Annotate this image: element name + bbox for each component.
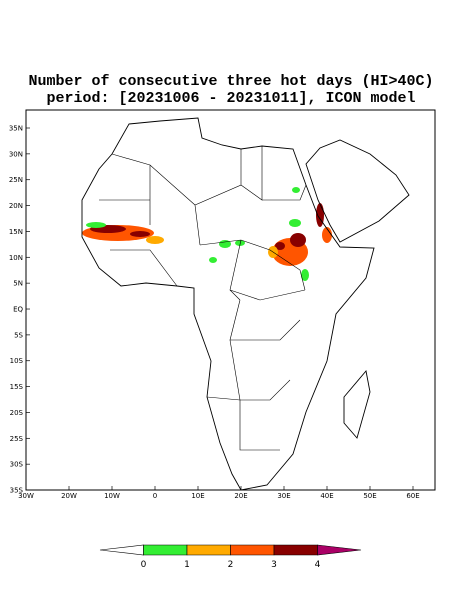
lat-label: 25N [9,176,23,184]
lon-label: 30W [18,492,34,500]
map [81,117,410,491]
lat-label: 5N [13,280,23,288]
colorbar-segment [143,544,188,556]
colorbar-label: 0 [141,560,147,570]
madagascar [343,369,371,439]
lon-label: 40E [320,492,333,500]
map-frame [25,109,436,491]
colorbar-segment [186,544,231,556]
title: Number of consecutive three hot days (HI… [28,73,433,90]
lat-label: EQ [13,306,23,314]
lat-label: 30S [10,461,24,469]
lat-label: 20S [10,409,24,417]
lat-label: 10S [10,357,24,365]
colorbar-label: 4 [315,560,321,570]
colorbar-label: 1 [184,560,190,570]
lon-label: 20W [61,492,77,500]
lon-label: 20E [234,492,247,500]
heat-patches [82,187,332,281]
lat-label: 5S [14,331,23,339]
colorbar-segment [230,544,275,556]
lat-label: 10N [9,254,23,262]
colorbar-segment [99,544,144,556]
colorbar-segment [317,544,362,556]
arabia [305,139,410,243]
lat-label: 30N [9,150,23,158]
lat-label: 15N [9,228,23,236]
lat-label: 15S [10,383,24,391]
lon-label: 0 [153,492,157,500]
lon-label: 10E [191,492,204,500]
lat-label: 25S [10,435,24,443]
borders [99,146,307,451]
colorbar-label: 3 [271,560,277,570]
colorbar-label: 2 [228,560,234,570]
lat-label: 35S [10,487,24,495]
africa-coast [81,117,375,491]
lon-label: 50E [363,492,376,500]
lat-label: 20N [9,202,23,210]
lat-label: 35N [9,125,23,133]
lon-label: 10W [104,492,120,500]
subtitle: period: [20231006 - 20231011], ICON mode… [46,90,415,107]
colorbar-segment [273,544,318,556]
lon-label: 60E [406,492,419,500]
lon-label: 30E [277,492,290,500]
